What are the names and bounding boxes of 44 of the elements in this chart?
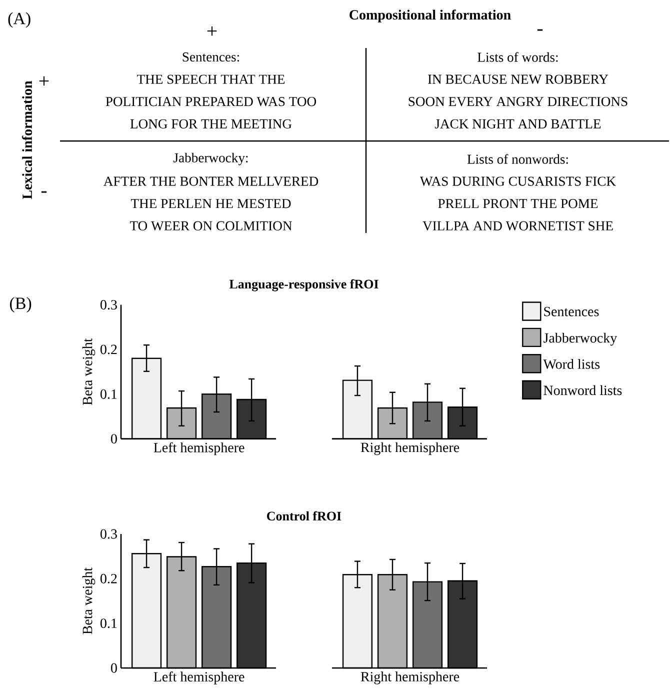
text: Compositional information	[350, 10, 512, 22]
text: Lists of words:	[478, 52, 558, 62]
x-tick-label: Right hemisphere	[361, 672, 460, 684]
y-axis-title: Beta weight	[82, 567, 96, 634]
legend-label: Nonword lists	[544, 385, 622, 396]
category-label: -	[538, 29, 543, 31]
text: Sentences:	[183, 52, 240, 62]
chart-title: Control fROI	[267, 511, 342, 520]
text: JACK NIGHT AND BATTLE	[435, 119, 601, 128]
y-tick-label: 0.1	[100, 389, 117, 399]
text: VILLPA AND WORNETIST SHE	[422, 221, 614, 231]
legend-label: Jabberwocky	[544, 332, 618, 346]
y-tick-label: 0.3	[100, 529, 118, 539]
text: (B)	[10, 297, 32, 313]
text: POLITICIAN PREPARED WAS TOO	[106, 97, 316, 106]
category-label: +	[40, 76, 49, 86]
y-tick-label: 0	[111, 663, 118, 673]
x-tick-label: Right hemisphere	[361, 442, 460, 456]
text: THE PERLEN HE MESTED	[131, 199, 291, 208]
text: THE SPEECH THAT THE	[137, 74, 285, 84]
legend-label: Sentences	[544, 306, 599, 316]
chart-title: Language-responsive fROI	[230, 279, 379, 292]
text: Jabberwocky:	[174, 152, 248, 166]
y-tick-label: 0	[111, 434, 118, 444]
text: WAS DURING CUSARISTS FICK	[420, 176, 616, 186]
x-tick-label: Left hemisphere	[154, 672, 244, 684]
text: TO WEER ON COLMITION	[130, 221, 292, 231]
text: AFTER THE BONTER MELLVERED	[104, 176, 318, 186]
y-tick-label: 0.2	[100, 344, 117, 354]
text: IN BECAUSE NEW ROBBERY	[428, 74, 608, 84]
y-tick-label: 0.2	[100, 574, 117, 584]
text: PRELL PRONT THE POME	[438, 199, 598, 208]
text: Lexical information	[22, 80, 32, 200]
text: (A)	[8, 12, 31, 28]
text: SOON EVERY ANGRY DIRECTIONS	[408, 97, 628, 106]
x-tick-label: Left hemisphere	[154, 442, 244, 456]
y-axis-title: Beta weight	[82, 338, 96, 406]
y-tick-label: 0.1	[100, 618, 117, 628]
text: Lists of nonwords:	[468, 154, 568, 164]
text: LONG FOR THE MEETING	[130, 119, 292, 128]
category-label: +	[208, 26, 217, 36]
legend-label: Word lists	[543, 359, 600, 369]
category-label: -	[42, 191, 47, 193]
y-tick-label: 0.3	[100, 300, 118, 310]
